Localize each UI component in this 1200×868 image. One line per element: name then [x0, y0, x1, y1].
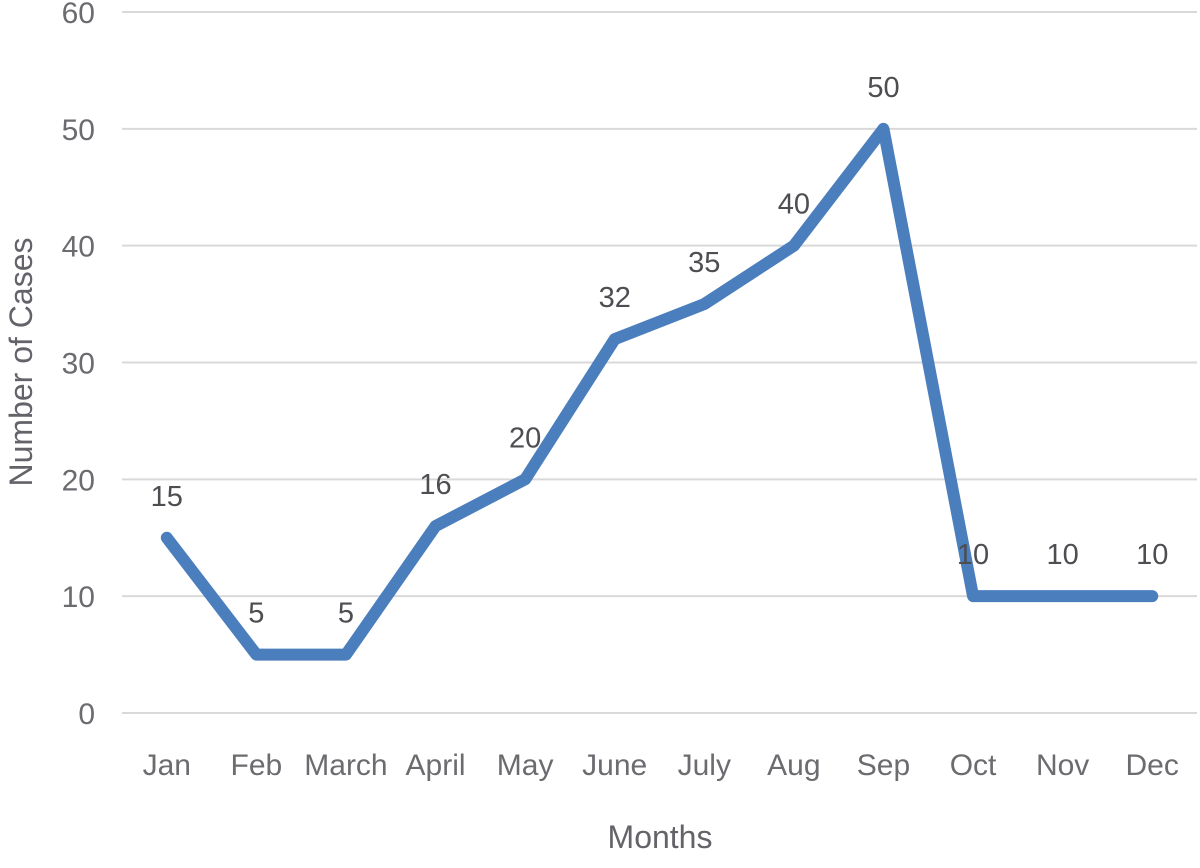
data-label: 50 — [867, 72, 899, 104]
x-axis-tick-labels: Jan Feb March April May June July Aug Sep Oct Nov D… — [143, 749, 1179, 782]
data-label: 35 — [688, 247, 720, 279]
x-tick-label: June — [582, 749, 647, 782]
y-axis-tick-labels: 0 10 20 30 40 50 60 — [62, 0, 95, 731]
x-tick-label: Feb — [231, 749, 283, 782]
x-tick-label: Aug — [767, 749, 820, 782]
y-tick-label: 10 — [62, 581, 95, 614]
data-label: 5 — [338, 598, 354, 630]
data-label: 10 — [1046, 539, 1078, 571]
data-label: 20 — [509, 422, 541, 454]
data-label: 32 — [599, 282, 631, 314]
gridlines-group — [122, 11, 1197, 714]
data-label: 10 — [957, 539, 989, 571]
y-tick-label: 0 — [78, 698, 95, 731]
y-axis-title: Number of Cases — [3, 238, 39, 487]
x-tick-label: Nov — [1036, 749, 1089, 782]
data-label: 40 — [778, 189, 810, 221]
series-line — [160, 122, 1159, 661]
y-tick-label: 40 — [62, 231, 95, 264]
data-label: 5 — [248, 598, 264, 630]
data-label: 16 — [419, 469, 451, 501]
y-tick-label: 30 — [62, 348, 95, 381]
data-labels-group: 15 5 5 16 20 32 35 40 50 10 10 10 — [151, 72, 1169, 630]
data-label: 15 — [151, 481, 183, 513]
series-group — [160, 122, 1159, 661]
x-axis-title: Months — [608, 819, 713, 855]
x-tick-label: Oct — [950, 749, 997, 782]
x-tick-label: Sep — [857, 749, 910, 782]
y-tick-label: 20 — [62, 464, 95, 497]
x-tick-label: July — [678, 749, 731, 782]
x-tick-label: May — [497, 749, 554, 782]
x-tick-label: March — [304, 749, 387, 782]
x-tick-label: Jan — [143, 749, 191, 782]
data-label: 10 — [1136, 539, 1168, 571]
x-tick-label: Dec — [1126, 749, 1179, 782]
y-tick-label: 60 — [62, 0, 95, 30]
x-tick-label: April — [406, 749, 466, 782]
y-tick-label: 50 — [62, 114, 95, 147]
